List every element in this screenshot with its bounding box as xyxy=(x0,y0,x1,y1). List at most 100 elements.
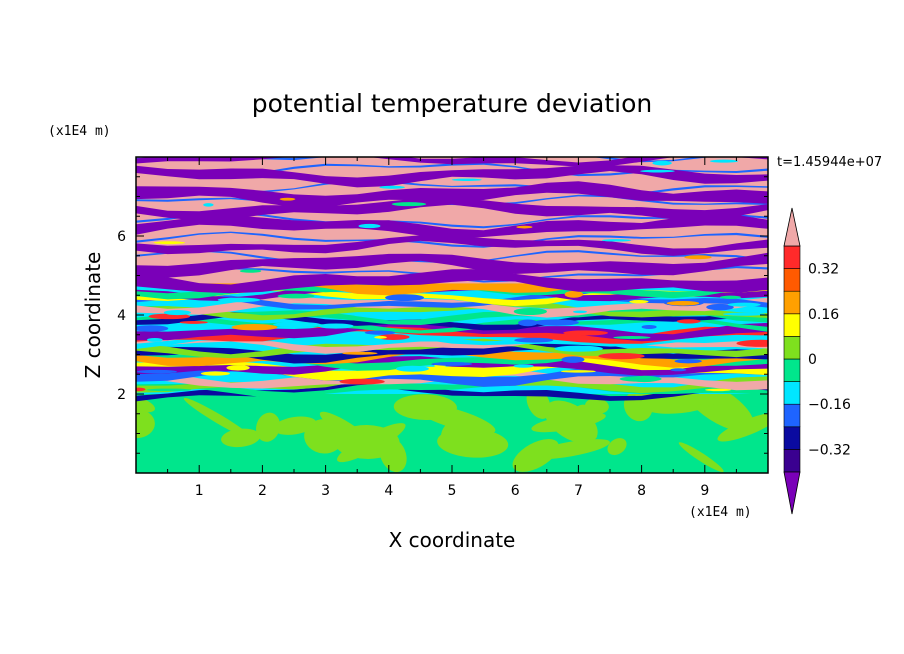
lower-blob xyxy=(678,442,724,473)
turbulent-patch xyxy=(136,325,169,332)
turbulent-patch xyxy=(200,371,230,376)
turbulent-patch xyxy=(364,330,396,335)
x-tick-label: 7 xyxy=(574,483,583,499)
turbulent-patch xyxy=(514,337,554,343)
turbulent-patch xyxy=(720,295,742,299)
upper-patch xyxy=(153,241,186,245)
colorbar-label: 0 xyxy=(808,352,817,368)
x-tick-label: 4 xyxy=(384,483,393,499)
turbulent-patch xyxy=(231,324,278,331)
colorbar-segment xyxy=(783,245,801,269)
upper-edge xyxy=(136,250,768,264)
colorbar-label: −0.16 xyxy=(808,397,851,413)
colorbar-segment xyxy=(783,358,801,382)
turbulent-streak xyxy=(136,350,768,371)
turbulent-patch xyxy=(374,335,387,339)
turbulent-patch xyxy=(273,322,321,328)
turbulent-patch xyxy=(613,336,651,340)
turbulent-streak xyxy=(136,338,768,359)
upper-patch xyxy=(516,225,533,229)
x-tick-label: 5 xyxy=(448,483,457,499)
upper-edge xyxy=(136,157,713,163)
turbulent-streak xyxy=(136,356,768,376)
turbulent-patch xyxy=(342,351,378,355)
turbulent-patch xyxy=(395,365,429,372)
colorbar: 0.32 0.16 0 −0.16 −0.32 xyxy=(783,207,851,515)
turbulent-patch xyxy=(666,300,700,306)
lower-layer-field xyxy=(136,379,768,473)
x-tick-label: 3 xyxy=(321,483,330,499)
turbulent-patch xyxy=(136,369,178,374)
x-tick-label: 6 xyxy=(511,483,520,499)
x-tick-label: 9 xyxy=(700,483,709,499)
turbulent-streak xyxy=(136,341,768,364)
upper-edge xyxy=(136,212,768,229)
turbulent-patch xyxy=(670,368,687,372)
colorbar-segment xyxy=(783,426,801,450)
y-axis-label: Z coordinate xyxy=(81,252,105,379)
upper-layer-field xyxy=(136,157,768,294)
lower-blob xyxy=(256,412,281,442)
colorbar-segment xyxy=(783,290,801,315)
turbulent-streak xyxy=(136,330,768,349)
turbulent-patch xyxy=(518,319,538,327)
x-tick-label: 2 xyxy=(258,483,267,499)
lower-blob xyxy=(319,411,373,448)
turbulent-patch xyxy=(385,294,425,302)
upper-patch xyxy=(379,185,405,189)
upper-stripe xyxy=(136,181,768,208)
y-tick-label: 4 xyxy=(117,308,126,324)
turbulent-patch xyxy=(217,297,261,303)
turbulent-streak xyxy=(136,300,768,321)
upper-patch xyxy=(279,197,296,201)
x-axis: 1 2 3 4 5 6 7 8 9 xyxy=(167,157,737,499)
x-tick-label: 1 xyxy=(195,483,204,499)
turbulent-patch xyxy=(598,352,645,360)
upper-patch xyxy=(601,239,632,242)
upper-patch xyxy=(203,203,214,207)
turbulent-patch xyxy=(513,308,547,316)
turbulent-patch xyxy=(554,345,603,352)
turbulent-patch xyxy=(564,290,584,298)
turbulent-patch xyxy=(727,302,761,307)
turbulent-patch xyxy=(706,303,734,311)
y-tick-label: 2 xyxy=(117,387,126,403)
turbulent-patch xyxy=(136,387,146,392)
upper-patch xyxy=(391,202,427,207)
turbulent-patch xyxy=(226,365,250,371)
colorbar-segment xyxy=(783,336,801,360)
turbulent-streak xyxy=(136,296,768,318)
turbulent-patch xyxy=(163,310,191,316)
turbulent-patch xyxy=(659,359,675,363)
colorbar-under-arrow xyxy=(783,471,801,515)
turbulent-patch xyxy=(376,334,410,340)
colorbar-segment xyxy=(783,449,801,473)
lower-blob xyxy=(607,438,627,456)
upper-patch xyxy=(652,160,672,166)
colorbar-label: 0.16 xyxy=(808,307,839,323)
colorbar-segment xyxy=(783,313,801,337)
upper-edge xyxy=(136,231,768,248)
turbulent-patch xyxy=(629,375,660,383)
lower-blob xyxy=(584,398,609,415)
lower-blob xyxy=(136,409,155,439)
time-label: t=1.45944e+07 xyxy=(777,155,882,170)
turbulent-patch xyxy=(676,319,701,324)
upper-patch xyxy=(358,223,381,229)
upper-patch xyxy=(684,255,712,260)
upper-stripe xyxy=(136,165,768,188)
upper-stripe xyxy=(136,252,768,278)
turbulent-patch xyxy=(722,312,766,316)
colorbar-label: 0.32 xyxy=(808,262,839,278)
turbulent-patch xyxy=(318,323,354,329)
turbulent-patch xyxy=(629,299,649,304)
x-tick-label: 8 xyxy=(637,483,646,499)
x-axis-label: X coordinate xyxy=(389,528,516,552)
upper-patch xyxy=(640,169,675,173)
lower-blob xyxy=(183,397,254,440)
upper-patch xyxy=(709,159,739,163)
turbulent-patch xyxy=(641,324,657,329)
turbulent-patch xyxy=(342,315,357,320)
lower-blob xyxy=(577,423,598,440)
lower-blob xyxy=(531,439,610,460)
